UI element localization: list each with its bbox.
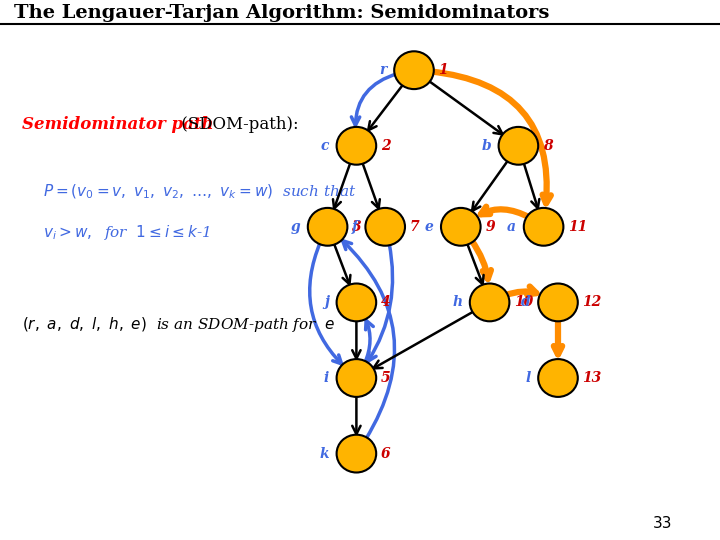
Text: d: d: [521, 295, 531, 309]
Text: h: h: [452, 295, 462, 309]
Text: 6: 6: [381, 447, 390, 461]
Ellipse shape: [336, 127, 376, 165]
Ellipse shape: [336, 359, 376, 397]
Text: 10: 10: [514, 295, 534, 309]
Text: $P = (v_0 = v,\ v_1,\ v_2,\ \ldots,\ v_k = w)$  such that: $P = (v_0 = v,\ v_1,\ v_2,\ \ldots,\ v_k…: [43, 183, 356, 201]
Text: 8: 8: [543, 139, 552, 153]
Text: Semidominator path: Semidominator path: [22, 116, 213, 133]
Text: 1: 1: [438, 63, 448, 77]
Text: f: f: [352, 220, 358, 234]
Ellipse shape: [336, 435, 376, 472]
Text: $(r,\ a,\ d,\ l,\ h,\ e)$  is an SDOM-path for  $e$: $(r,\ a,\ d,\ l,\ h,\ e)$ is an SDOM-pat…: [22, 314, 335, 334]
Text: c: c: [320, 139, 329, 153]
Text: 5: 5: [381, 371, 390, 385]
Ellipse shape: [394, 51, 433, 89]
Text: 33: 33: [652, 516, 672, 531]
Text: 3: 3: [352, 220, 361, 234]
Text: r: r: [379, 63, 387, 77]
Ellipse shape: [524, 208, 563, 246]
Text: g: g: [290, 220, 300, 234]
Ellipse shape: [441, 208, 481, 246]
Text: The Lengauer-Tarjan Algorithm: Semidominators: The Lengauer-Tarjan Algorithm: Semidomin…: [14, 4, 550, 23]
Ellipse shape: [336, 284, 376, 321]
Text: l: l: [526, 371, 531, 385]
Text: a: a: [507, 220, 516, 234]
Text: (SDOM-path):: (SDOM-path):: [176, 116, 299, 133]
Text: i: i: [324, 371, 329, 385]
Text: j: j: [324, 295, 329, 309]
Ellipse shape: [539, 284, 577, 321]
Text: $v_i{>}w,$  for  $1 \leq i \leq k$-1: $v_i{>}w,$ for $1 \leq i \leq k$-1: [43, 222, 210, 242]
Text: 2: 2: [381, 139, 390, 153]
Ellipse shape: [498, 127, 538, 165]
Text: b: b: [481, 139, 491, 153]
Text: 7: 7: [410, 220, 419, 234]
Text: k: k: [320, 447, 329, 461]
Text: 9: 9: [485, 220, 495, 234]
Text: 11: 11: [568, 220, 588, 234]
Ellipse shape: [539, 359, 577, 397]
Text: 12: 12: [582, 295, 602, 309]
Text: 4: 4: [381, 295, 390, 309]
Ellipse shape: [366, 208, 405, 246]
Text: e: e: [425, 220, 433, 234]
Ellipse shape: [470, 284, 510, 321]
Text: 13: 13: [582, 371, 602, 385]
Ellipse shape: [308, 208, 348, 246]
